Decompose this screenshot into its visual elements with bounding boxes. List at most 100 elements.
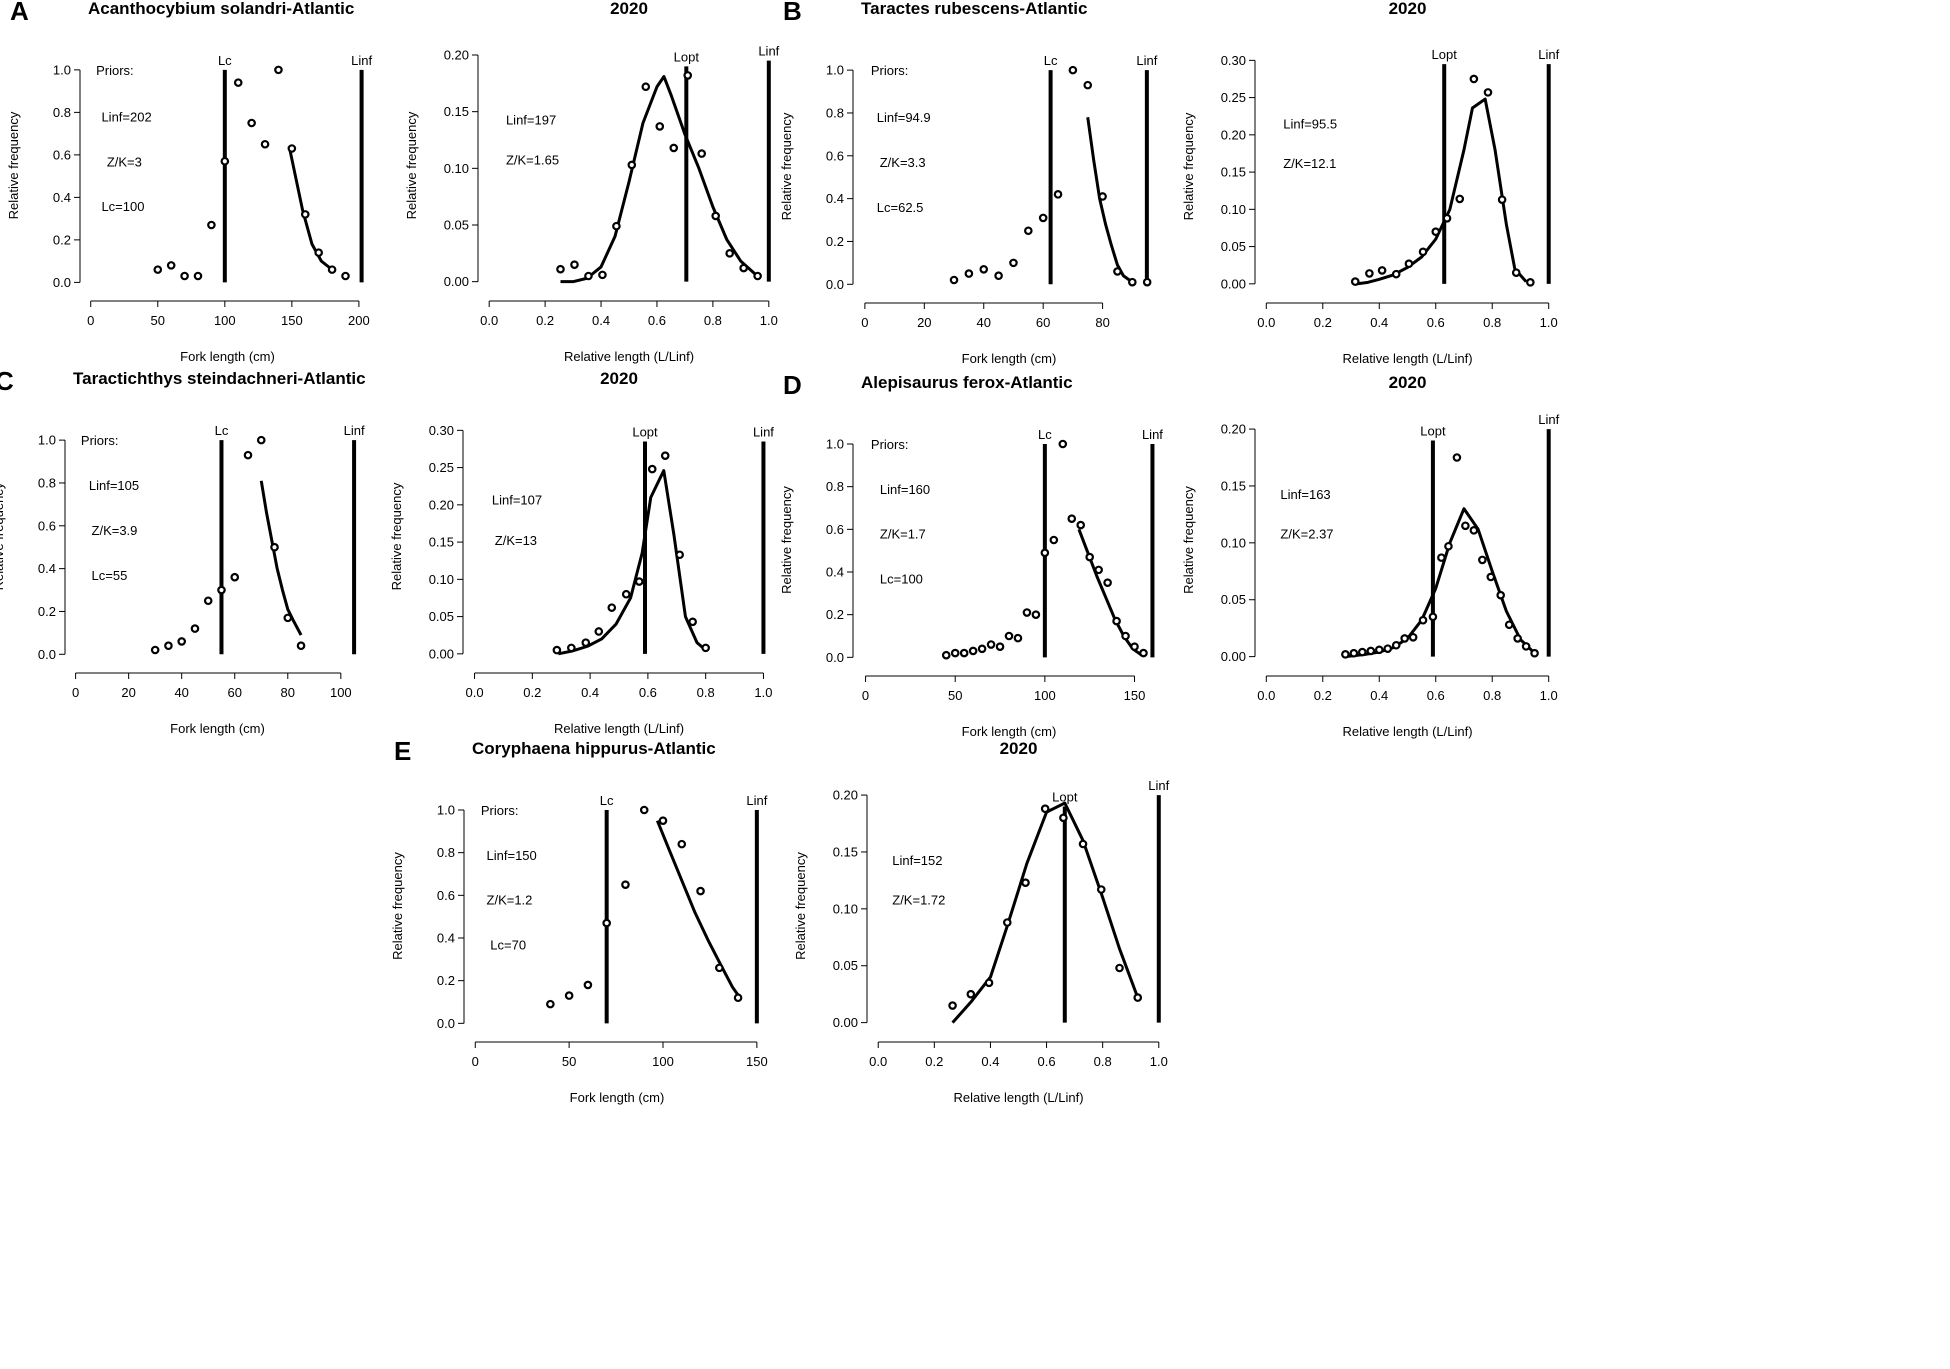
y-tick-label: 0.05 [444, 218, 469, 233]
data-point [1408, 632, 1418, 642]
y-tick-label: 1.0 [38, 433, 56, 448]
data-point [1497, 195, 1507, 204]
y-axis: 0.0 0.2 0.4 0.6 0.8 1.0 [38, 433, 66, 662]
data-point [753, 271, 762, 281]
data-point [941, 650, 951, 660]
data-point [1085, 552, 1094, 562]
data-point [1103, 578, 1112, 587]
y-axis: 0.00 0.05 0.10 0.15 0.20 0.25 0.30 [1221, 53, 1256, 291]
y-tick-label: 0.30 [1221, 53, 1246, 68]
data-point [1031, 610, 1041, 619]
vline-label: Lopt [1052, 789, 1078, 804]
vline-lc: Lc [215, 423, 229, 655]
annotation: Z/K=1.2 [487, 893, 533, 908]
data-points [949, 65, 1152, 287]
chart-title: 2020 [600, 369, 638, 388]
vline-linf: Linf [351, 53, 372, 283]
data-point [964, 269, 974, 278]
y-tick-label: 0.10 [444, 161, 469, 176]
vline-label: Lopt [1432, 47, 1458, 62]
chart-title: Taractes rubescens-Atlantic [861, 0, 1087, 18]
data-point [1133, 993, 1143, 1002]
data-point [1076, 520, 1086, 530]
y-tick-label: 0.00 [833, 1015, 858, 1030]
y-tick-label: 0.20 [429, 497, 454, 512]
y-axis-label: Relative frequency [390, 852, 405, 960]
data-point [647, 464, 657, 474]
data-point [150, 645, 160, 655]
data-point [733, 993, 743, 1003]
data-point [1526, 278, 1535, 287]
vline-label: Lopt [674, 49, 700, 64]
data-point [243, 450, 253, 460]
data-point [256, 435, 266, 445]
data-point [1094, 565, 1103, 575]
x-tick-label: 100 [1034, 688, 1056, 703]
data-point [1067, 514, 1077, 523]
y-tick-label: 0.20 [444, 48, 469, 63]
y-tick-label: 0.15 [1221, 478, 1246, 493]
annotation: Linf=107 [492, 493, 542, 508]
vline-lc: Lc [1038, 427, 1052, 658]
x-tick-label: 0.2 [925, 1054, 943, 1069]
y-tick-label: 0.2 [826, 234, 844, 249]
fitted-line [560, 75, 761, 284]
x-tick-label: 0.8 [697, 685, 715, 700]
data-point [207, 220, 216, 230]
annotation: Z/K=13 [495, 533, 537, 548]
vline-label: Lopt [1420, 423, 1446, 438]
data-points [546, 805, 743, 1009]
y-tick-label: 1.0 [437, 803, 455, 818]
x-tick-label: 40 [977, 315, 991, 330]
data-point [1400, 634, 1409, 643]
y-tick-label: 1.0 [53, 62, 71, 77]
data-point [581, 638, 591, 647]
x-tick-label: 0.6 [639, 685, 657, 700]
data-point [739, 263, 748, 273]
data-point [966, 989, 976, 999]
data-point [1374, 645, 1384, 655]
data-point [621, 589, 631, 599]
x-tick-label: 0.6 [1038, 1054, 1056, 1069]
vline-linf: Linf [1538, 412, 1560, 657]
data-point [300, 210, 310, 219]
x-tick-label: 0.8 [1094, 1054, 1112, 1069]
y-axis: 0.00 0.05 0.10 0.15 0.20 0.25 0.30 [429, 423, 464, 661]
data-point [1437, 553, 1446, 562]
data-point [1511, 268, 1521, 277]
y-tick-label: 0.6 [38, 518, 56, 533]
vline-label: Linf [753, 425, 774, 440]
x-axis-label: Fork length (cm) [170, 721, 265, 736]
data-point [1521, 642, 1531, 651]
data-point [1530, 648, 1539, 658]
y-tick-label: 1.0 [826, 437, 844, 452]
data-point [1483, 88, 1493, 97]
y-tick-label: 0.20 [1221, 127, 1246, 142]
x-tick-label: 1.0 [1150, 1054, 1168, 1069]
annotation: Lc=100 [101, 199, 144, 214]
data-point [270, 542, 279, 552]
data-point [583, 980, 593, 990]
x-tick-label: 1.0 [754, 685, 772, 700]
annotation: Linf=105 [89, 478, 139, 493]
y-tick-label: 0.6 [437, 888, 455, 903]
panel-letter: D [783, 370, 802, 400]
data-point [627, 160, 637, 170]
data-point [1024, 226, 1033, 236]
x-tick-label: 0 [861, 315, 868, 330]
data-point [203, 596, 213, 606]
y-tick-label: 0.00 [1221, 649, 1246, 664]
data-point [697, 149, 707, 158]
data-point [641, 82, 651, 92]
x-tick-label: 150 [746, 1054, 768, 1069]
data-point [634, 577, 644, 586]
data-point [948, 1001, 957, 1010]
data-point [1469, 526, 1479, 535]
vline-lc: Lc [1044, 53, 1058, 285]
x-tick-label: 50 [151, 313, 165, 328]
annotation: Z/K=3.9 [92, 523, 138, 538]
y-tick-label: 0.2 [53, 232, 71, 247]
vline-label: Linf [1538, 412, 1559, 427]
data-point [1404, 259, 1414, 269]
x-tick-label: 0 [87, 313, 94, 328]
